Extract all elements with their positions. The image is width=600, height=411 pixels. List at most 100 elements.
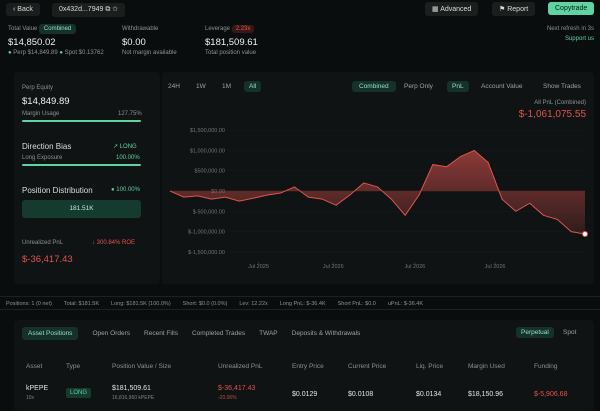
cell: $0.0108 <box>348 391 374 398</box>
cell: $18,150.96 <box>468 391 504 398</box>
x-tick-label: Jul 2025 <box>248 264 269 270</box>
cell: kPEPE <box>26 385 49 392</box>
chart-panel <box>162 72 594 284</box>
tab[interactable]: TWAP <box>259 330 278 337</box>
tab[interactable]: Deposits & Withdrawals <box>291 330 361 337</box>
label: Long Exposure <box>22 155 63 161</box>
column-header: Entry Price <box>292 363 324 370</box>
margin-bar <box>22 120 141 122</box>
type-badge: LONG <box>66 388 92 398</box>
badge: 2.23x <box>231 25 255 33</box>
label: Direction Bias <box>22 142 72 151</box>
x-tick-label: Jul 2026 <box>404 264 425 270</box>
stat: Short: $0.0 (0.0%) <box>182 301 228 307</box>
distribution: ● 100.00% <box>111 187 140 193</box>
column-header: Asset <box>26 363 43 370</box>
refresh: Next refresh in 3s <box>546 26 594 32</box>
x-tick-label: Jul 2026 <box>323 264 344 270</box>
label: Perp Equity <box>22 85 54 91</box>
value: 127.75% <box>118 111 142 117</box>
value: $14,850.02 <box>8 37 56 48</box>
mode-tab[interactable]: Show Trades <box>543 83 581 90</box>
y-tick-label: $1,000,000.00 <box>190 148 225 154</box>
column-header: Liq. Price <box>416 363 444 370</box>
tab[interactable]: Open Orders <box>92 330 131 337</box>
cell-sub: 10x <box>26 395 35 401</box>
last-point <box>582 231 588 238</box>
value: $14,849.89 <box>22 96 70 107</box>
value: $0.00 <box>122 37 146 48</box>
address-text: 0x432d...7949 <box>59 6 104 13</box>
back-button[interactable]: ‹ Back <box>6 3 40 16</box>
y-tick-label: $1,500,000.00 <box>190 128 225 134</box>
report-button[interactable]: ⚑ Report <box>492 2 536 16</box>
distribution-bar: 181.51K <box>22 200 141 218</box>
value: $-36,417.43 <box>22 254 73 265</box>
badge: Combined <box>38 24 77 34</box>
mode-tab[interactable]: Combined <box>352 81 396 92</box>
range-tab[interactable]: 1M <box>222 83 232 90</box>
cell: $0.0134 <box>416 391 442 398</box>
mode-tab[interactable]: Perp Only <box>404 83 433 90</box>
text: 300.84% ROE <box>96 240 136 246</box>
stat: Total: $181.5K <box>63 301 100 307</box>
mode-tab[interactable]: PnL <box>447 81 469 92</box>
text: 100.00% <box>116 187 140 193</box>
bias: ↗ LONG <box>113 144 137 150</box>
label: Margin Usage <box>22 111 60 117</box>
button-label: Report <box>507 6 529 13</box>
advanced-button[interactable]: ▦ Advanced <box>425 2 479 16</box>
label: Unrealized PnL <box>22 240 64 246</box>
y-tick-label: $-1,500,000.00 <box>188 250 225 256</box>
button-label: Copytrade <box>555 5 588 12</box>
support-link[interactable]: Support us <box>564 36 594 42</box>
range-tab[interactable]: All <box>244 81 262 92</box>
stats-row: Positions: 1 (0 net) Total: $181.5K Long: … <box>0 296 600 310</box>
tab[interactable]: Asset Positions <box>22 327 79 340</box>
value: $181,509.61 <box>205 37 258 48</box>
column-header: Margin Used <box>468 363 505 370</box>
column-header: Funding <box>534 363 558 370</box>
market-tab[interactable]: Perpetual <box>516 327 554 338</box>
range-tab[interactable]: 1W <box>196 83 206 90</box>
y-tick-label: $500,000.00 <box>194 169 225 175</box>
tab[interactable]: Recent Fills <box>144 330 178 337</box>
stat: Lev: 12.22x <box>239 301 268 307</box>
cell: $181,509.61 <box>112 385 151 392</box>
cell: $-36,417.43 <box>218 385 256 392</box>
chart-title: All PnL (Combined) <box>534 100 586 106</box>
label: Leverage 2.23x <box>205 25 255 33</box>
label: Total Value Combined <box>8 24 77 34</box>
cell-sub: -20.06% <box>218 395 237 401</box>
text: Perp $14,849.89 <box>13 50 58 56</box>
cell: $-5,906.68 <box>534 391 568 398</box>
stat: uPnL: $-36.4K <box>387 301 424 307</box>
text: Spot $0.13762 <box>64 50 104 56</box>
exposure-bar <box>22 164 141 166</box>
value: 100.00% <box>116 155 140 161</box>
tab[interactable]: Completed Trades <box>191 330 246 337</box>
copytrade-button[interactable]: Copytrade <box>548 2 595 15</box>
pnl-chart: $1,500,000.00$1,000,000.00$500,000.00$0.… <box>169 128 588 270</box>
pnl-area <box>170 150 585 234</box>
label: Withdrawable <box>122 26 159 32</box>
address[interactable]: 0x432d...7949 ⧉ ☆ <box>52 3 125 17</box>
tabs: Asset Positions Open Orders Recent Fills Co… <box>22 327 374 340</box>
text: LONG <box>119 144 137 150</box>
column-header: Current Price <box>348 363 387 370</box>
stat: Long PnL: $-36.4K <box>279 301 326 307</box>
note: Total position value <box>205 50 257 56</box>
mode-tab[interactable]: Account Value <box>481 83 523 90</box>
range-tab[interactable]: 24H <box>168 83 180 90</box>
y-tick-label: $-500,000.00 <box>193 209 225 215</box>
cell-sub: 16,816,960 kPEPE <box>112 395 155 401</box>
market-tab[interactable]: Spot <box>563 329 577 336</box>
positions-panel <box>14 320 594 411</box>
x-tick-label: Jul 2026 <box>485 264 506 270</box>
roe: ↓ 300.84% ROE <box>92 240 136 246</box>
pnl-line <box>169 149 586 235</box>
chart-total: $-1,061,075.55 <box>518 109 586 120</box>
column-header: Type <box>66 363 81 370</box>
